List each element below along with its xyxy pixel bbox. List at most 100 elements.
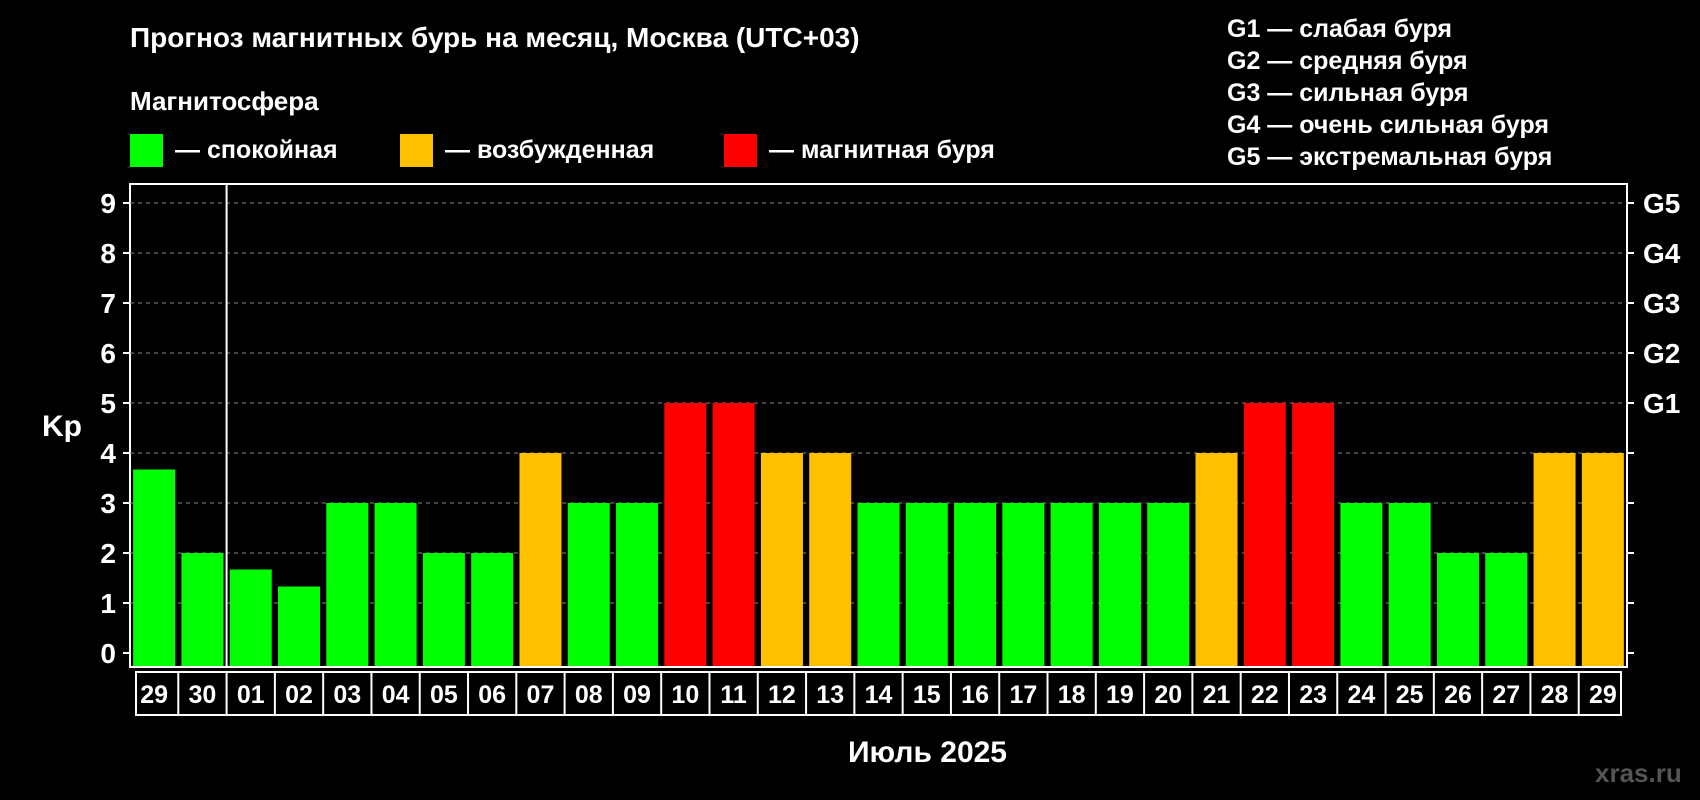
x-tick-label-3: 02 xyxy=(285,681,313,709)
x-tick-label-25: 24 xyxy=(1347,681,1375,709)
bar-20 xyxy=(1098,503,1141,666)
bar-26 xyxy=(1388,503,1431,666)
x-tick-label-29: 28 xyxy=(1541,681,1569,709)
bar-4 xyxy=(326,503,369,666)
x-tick-label-14: 13 xyxy=(816,681,844,709)
bar-23 xyxy=(1243,403,1286,666)
legend-swatch-calm xyxy=(130,134,163,167)
x-tick-label-12: 11 xyxy=(720,681,747,709)
right-axis-label-g3: G3 xyxy=(1643,288,1680,319)
plot-frame xyxy=(129,183,1628,668)
storm-level-legend: G1 — слабая буря G2 — средняя буря G3 — … xyxy=(1227,13,1552,173)
chart-title: Прогноз магнитных бурь на месяц, Москва … xyxy=(130,22,860,53)
legend-item-storm: — магнитная буря xyxy=(724,134,995,167)
x-tick-label-23: 22 xyxy=(1251,681,1279,709)
bar-10 xyxy=(616,503,659,666)
y-tick-label-2: 2 xyxy=(100,538,116,569)
y-tick-label-4: 4 xyxy=(100,438,116,469)
bar-12 xyxy=(712,403,755,666)
date-row xyxy=(135,671,1622,716)
x-tick-label-11: 10 xyxy=(671,681,699,709)
bar-6 xyxy=(422,553,465,666)
bar-17 xyxy=(954,503,997,666)
x-tick-label-22: 21 xyxy=(1203,681,1231,709)
x-tick-label-9: 08 xyxy=(575,681,603,709)
bar-9 xyxy=(567,503,610,666)
legend-label-storm: — магнитная буря xyxy=(769,136,995,164)
y-tick-label-0: 0 xyxy=(100,638,116,669)
bar-28 xyxy=(1485,553,1528,666)
legend-item-excited: — возбужденная xyxy=(400,134,654,167)
x-tick-label-5: 04 xyxy=(382,681,410,709)
x-tick-label-27: 26 xyxy=(1444,681,1472,709)
bar-18 xyxy=(1002,503,1045,666)
x-tick-label-30: 29 xyxy=(1589,681,1617,709)
y-tick-label-1: 1 xyxy=(100,588,116,619)
x-tick-label-0: 29 xyxy=(140,681,168,709)
bar-29 xyxy=(1533,453,1576,666)
right-axis-label-g4: G4 xyxy=(1643,238,1681,269)
chart-subtitle: Магнитосфера xyxy=(130,86,319,116)
bar-22 xyxy=(1195,453,1238,666)
x-axis-label: Июль 2025 xyxy=(847,736,1007,769)
y-tick-label-7: 7 xyxy=(100,288,116,319)
y-tick-label-6: 6 xyxy=(100,338,116,369)
bar-19 xyxy=(1050,503,1093,666)
storm-level-g3: G3 — сильная буря xyxy=(1227,79,1469,107)
x-tick-label-16: 15 xyxy=(913,681,941,709)
right-axis-label-g5: G5 xyxy=(1643,188,1680,219)
bar-13 xyxy=(760,453,803,666)
x-tick-label-18: 17 xyxy=(1009,681,1037,709)
bar-25 xyxy=(1340,503,1383,666)
x-tick-label-7: 06 xyxy=(478,681,506,709)
x-tick-label-13: 12 xyxy=(768,681,796,709)
legend-label-calm: — спокойная xyxy=(175,136,338,164)
x-tick-label-19: 18 xyxy=(1058,681,1086,709)
x-tick-label-6: 05 xyxy=(430,681,458,709)
storm-level-g5: G5 — экстремальная буря xyxy=(1227,143,1553,171)
x-tick-label-4: 03 xyxy=(333,681,361,709)
y-tick-label-3: 3 xyxy=(100,488,116,519)
y-tick-label-5: 5 xyxy=(100,388,116,419)
legend-swatch-excited xyxy=(400,134,433,167)
bar-14 xyxy=(809,453,852,666)
x-tick-label-21: 20 xyxy=(1154,681,1182,709)
x-tick-label-15: 14 xyxy=(865,681,893,709)
bar-16 xyxy=(905,503,948,666)
bar-24 xyxy=(1292,403,1335,666)
legend-item-calm: — спокойная xyxy=(130,134,338,167)
bar-30 xyxy=(1581,453,1624,666)
bar-0 xyxy=(133,469,176,666)
x-tick-label-8: 07 xyxy=(527,681,555,709)
x-tick-label-10: 09 xyxy=(623,681,651,709)
y-axis-label: Kp xyxy=(42,410,82,443)
bar-21 xyxy=(1147,503,1190,666)
bar-27 xyxy=(1436,553,1479,666)
x-tick-label-20: 19 xyxy=(1106,681,1134,709)
bar-3 xyxy=(278,586,321,666)
bar-7 xyxy=(471,553,514,666)
right-axis-label-g1: G1 xyxy=(1643,388,1680,419)
x-tick-label-2: 01 xyxy=(237,681,265,709)
bar-1 xyxy=(181,553,224,666)
x-tick-label-28: 27 xyxy=(1492,681,1520,709)
x-tick-label-26: 25 xyxy=(1396,681,1424,709)
y-tick-label-8: 8 xyxy=(100,238,116,269)
legend-label-excited: — возбужденная xyxy=(445,136,655,164)
bar-15 xyxy=(857,503,900,666)
bar-2 xyxy=(229,569,272,666)
bar-8 xyxy=(519,453,562,666)
storm-level-g4: G4 — очень сильная буря xyxy=(1227,111,1549,139)
x-tick-label-17: 16 xyxy=(961,681,989,709)
x-tick-label-24: 23 xyxy=(1299,681,1327,709)
legend-swatch-storm xyxy=(724,134,757,167)
x-tick-label-1: 30 xyxy=(189,681,217,709)
storm-level-g2: G2 — средняя буря xyxy=(1227,47,1468,75)
y-tick-label-9: 9 xyxy=(100,188,116,219)
bar-5 xyxy=(374,503,417,666)
right-axis-label-g2: G2 xyxy=(1643,338,1680,369)
watermark: xras.ru xyxy=(1595,758,1682,788)
storm-level-g1: G1 — слабая буря xyxy=(1227,15,1453,43)
bar-11 xyxy=(664,403,707,666)
